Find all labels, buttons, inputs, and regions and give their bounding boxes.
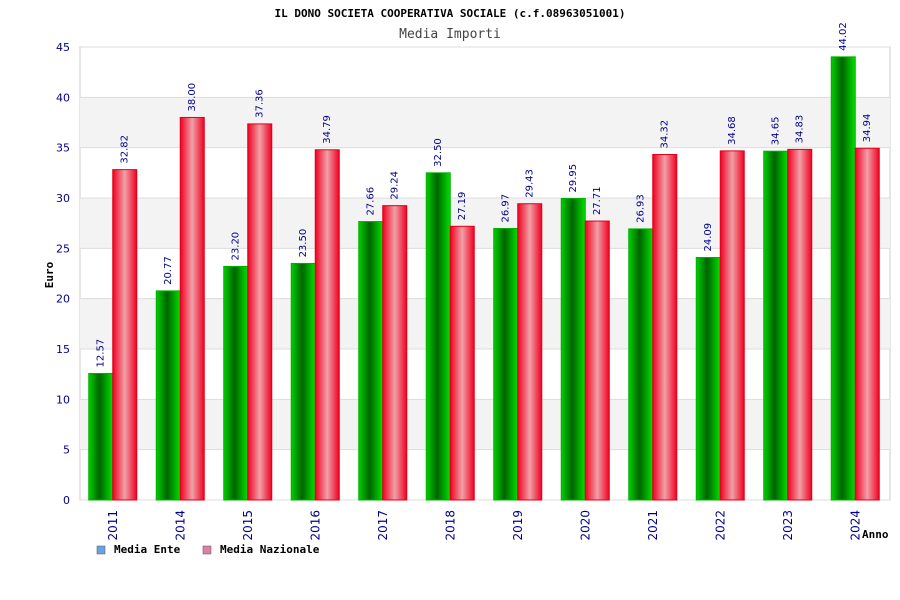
data-label: 20.77 <box>163 256 174 285</box>
y-axis-label: Euro <box>43 261 56 288</box>
y-tick-label: 5 <box>63 444 70 457</box>
bar-media-nazionale-2019 <box>517 203 543 501</box>
bar-media-ente-2024 <box>830 56 856 501</box>
bar-media-ente-2017 <box>358 221 384 501</box>
data-label: 26.97 <box>501 194 512 223</box>
y-tick-label: 20 <box>56 293 70 306</box>
bar-media-nazionale-2015 <box>247 123 273 501</box>
data-labels: 12.57 32.82 20.77 38.00 23.20 37.36 23.50 34.79… <box>96 22 874 367</box>
y-tick-label: 0 <box>63 494 70 507</box>
y-tick-label: 30 <box>56 192 70 205</box>
data-label: 34.65 <box>771 117 782 146</box>
grid-band <box>80 198 890 249</box>
bar-media-ente-2021 <box>628 228 654 501</box>
bar-media-ente-2018 <box>425 172 451 501</box>
grid-band <box>80 298 890 349</box>
data-label: 23.20 <box>231 232 242 261</box>
x-axis-ticks: 2011 2014 2015 2016 2017 2018 2019 2020 2021 2022… <box>106 510 863 541</box>
data-label: 27.66 <box>366 187 377 216</box>
data-label: 12.57 <box>96 339 107 368</box>
plot-area <box>79 46 891 501</box>
bar-media-ente-2022 <box>695 256 721 501</box>
data-label: 38.00 <box>187 83 198 112</box>
data-label: 34.83 <box>795 115 806 144</box>
bar-media-ente-2011 <box>88 372 114 501</box>
x-tick-label: 2018 <box>443 510 457 541</box>
data-label: 27.71 <box>592 186 603 215</box>
data-label: 34.79 <box>322 115 333 144</box>
y-axis-ticks: 0 5 10 15 20 25 30 35 40 45 <box>56 41 70 507</box>
bar-media-ente-2023 <box>763 150 789 501</box>
grid-band <box>80 97 890 148</box>
bar-media-nazionale-2021 <box>652 154 678 501</box>
y-tick-label: 35 <box>56 142 70 155</box>
x-tick-label: 2022 <box>713 510 727 541</box>
y-tick-label: 10 <box>56 393 70 406</box>
x-tick-label: 2021 <box>646 510 660 541</box>
x-tick-label: 2023 <box>781 510 795 541</box>
y-tick-label: 25 <box>56 242 70 255</box>
bar-media-ente-2019 <box>493 228 519 501</box>
bar-media-nazionale-2024 <box>854 147 880 501</box>
x-tick-label: 2017 <box>376 510 390 541</box>
legend-label-media-ente: Media Ente <box>114 543 181 556</box>
data-label: 32.50 <box>433 138 444 167</box>
y-tick-label: 40 <box>56 91 70 104</box>
bar-media-ente-2020 <box>560 198 586 501</box>
bar-media-nazionale-2023 <box>787 148 813 501</box>
legend-swatch-media-ente <box>96 545 106 555</box>
x-tick-label: 2015 <box>241 510 255 541</box>
data-label: 29.95 <box>568 164 579 193</box>
x-tick-label: 2020 <box>578 510 592 541</box>
data-label: 26.93 <box>636 194 647 223</box>
data-label: 29.24 <box>390 171 401 200</box>
data-label: 27.19 <box>457 192 468 221</box>
data-label: 24.09 <box>703 223 714 252</box>
data-label: 44.02 <box>838 22 849 51</box>
bar-media-nazionale-2011 <box>112 169 138 501</box>
y-tick-label: 45 <box>56 41 70 54</box>
bar-media-ente-2014 <box>155 290 181 501</box>
legend: Media Ente Media Nazionale <box>96 543 320 556</box>
data-label: 34.94 <box>862 114 873 143</box>
bar-media-ente-2015 <box>223 265 249 501</box>
chart-subtitle: Media Importi <box>399 27 501 42</box>
bar-media-nazionale-2014 <box>179 116 205 501</box>
grid-lines <box>80 46 890 501</box>
data-label: 29.43 <box>525 169 536 198</box>
chart-title: IL DONO SOCIETA COOPERATIVA SOCIALE (c.f… <box>275 7 626 20</box>
grid-band <box>80 399 890 450</box>
bar-media-ente-2016 <box>290 262 316 501</box>
data-label: 34.68 <box>727 116 738 145</box>
bar-media-nazionale-2017 <box>382 205 408 501</box>
data-label: 34.32 <box>660 120 671 149</box>
x-tick-label: 2014 <box>173 510 187 541</box>
data-label: 32.82 <box>120 135 131 164</box>
x-tick-label: 2011 <box>106 510 120 541</box>
bars <box>88 56 880 501</box>
bar-media-nazionale-2018 <box>449 225 475 501</box>
x-tick-label: 2019 <box>511 510 525 541</box>
x-tick-label: 2016 <box>308 510 322 541</box>
x-tick-label: 2024 <box>848 510 862 541</box>
legend-swatch-media-nazionale <box>202 545 212 555</box>
y-tick-label: 15 <box>56 343 70 356</box>
data-label: 37.36 <box>255 89 266 118</box>
x-axis-label: Anno <box>862 528 889 541</box>
bar-media-nazionale-2020 <box>584 220 610 501</box>
bar-media-nazionale-2022 <box>719 150 745 501</box>
legend-label-media-nazionale: Media Nazionale <box>220 543 320 556</box>
bar-media-nazionale-2016 <box>314 149 340 501</box>
data-label: 23.50 <box>298 229 309 258</box>
